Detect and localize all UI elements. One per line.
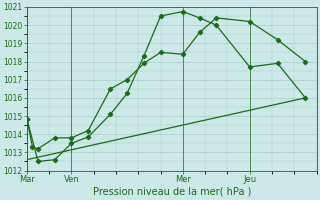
X-axis label: Pression niveau de la mer( hPa ): Pression niveau de la mer( hPa ) [92, 187, 251, 197]
